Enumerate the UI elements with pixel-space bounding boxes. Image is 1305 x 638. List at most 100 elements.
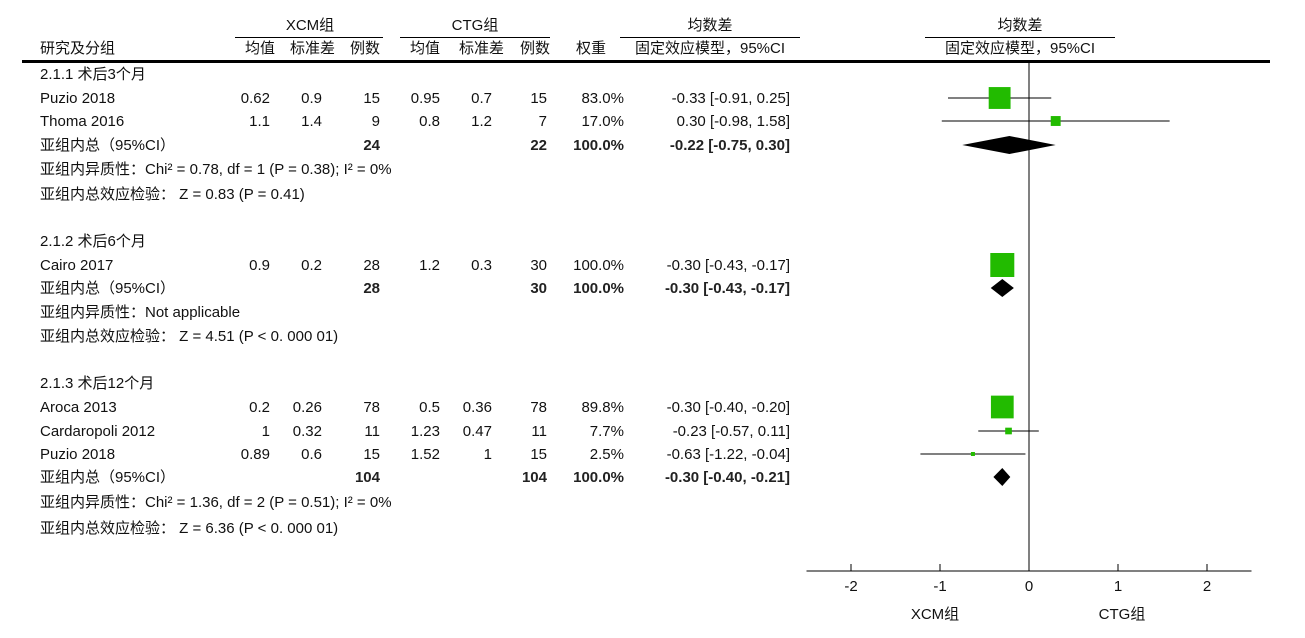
- mean-diff-ci: -0.30 [-0.40, -0.20]: [666, 399, 790, 416]
- plot-header-subtitle: 固定效应模型，95%CI: [944, 40, 1096, 57]
- study-name: Thoma 2016: [40, 113, 125, 130]
- x-tick-label: 1: [1114, 578, 1122, 595]
- ctg-header-underline: [400, 37, 550, 38]
- weight: 83.0%: [581, 90, 624, 107]
- subtotal-n2: 30: [530, 280, 547, 297]
- subtotal-weight: 100.0%: [573, 280, 624, 297]
- study-effect-square: [1005, 427, 1012, 435]
- study-effect-square: [988, 87, 1011, 109]
- col-weight: 权重: [575, 40, 606, 57]
- col-sd1: 标准差: [289, 40, 335, 57]
- mean2: 0.5: [419, 399, 440, 416]
- sd2: 0.7: [471, 90, 492, 107]
- sd1: 1.4: [301, 113, 322, 130]
- mean-diff-ci: -0.63 [-1.22, -0.04]: [666, 446, 790, 463]
- plot-header-underline: [925, 37, 1115, 38]
- sd2: 0.3: [471, 257, 492, 274]
- subtotal-ci: -0.30 [-0.40, -0.21]: [664, 469, 790, 486]
- mean-diff-ci: -0.30 [-0.43, -0.17]: [666, 257, 790, 274]
- col-mean2: 均值: [409, 40, 440, 57]
- mean2: 1.52: [410, 446, 440, 463]
- subtotal-diamond: [993, 468, 1011, 486]
- heterogeneity-text: 亚组内异质性：Not applicable: [40, 304, 241, 321]
- sd2: 1.2: [471, 113, 492, 130]
- header-rule: [22, 60, 1270, 63]
- x-label-left: XCM组: [911, 606, 959, 623]
- subtotal-n1: 28: [363, 280, 380, 297]
- subtotal-weight: 100.0%: [573, 469, 624, 486]
- n2: 15: [530, 446, 547, 463]
- subtotal-label: 亚组内总（95%CI）: [40, 137, 176, 154]
- n2: 78: [530, 399, 547, 416]
- mean1: 1.1: [249, 113, 270, 130]
- subtotal-n2: 22: [530, 137, 547, 154]
- study-name: Puzio 2018: [40, 446, 116, 463]
- n1: 28: [363, 257, 380, 274]
- subtotal-ci: -0.22 [-0.75, 0.30]: [669, 137, 790, 154]
- mean1: 0.62: [240, 90, 270, 107]
- col-study: 研究及分组: [40, 40, 116, 57]
- col-n2: 例数: [519, 40, 550, 57]
- study-effect-square: [970, 452, 975, 456]
- subtotal-diamond: [990, 279, 1014, 297]
- mean1: 1: [261, 423, 270, 440]
- study-effect-square: [990, 253, 1015, 277]
- subtotal-ci: -0.30 [-0.43, -0.17]: [664, 280, 790, 297]
- n2: 15: [530, 90, 547, 107]
- subtotal-n1: 24: [363, 137, 380, 154]
- mean-diff-ci: -0.23 [-0.57, 0.11]: [672, 423, 790, 440]
- sd1: 0.6: [301, 446, 322, 463]
- mean2: 0.8: [419, 113, 440, 130]
- effect-test-text: 亚组内总效应检验： Z = 4.51 (P < 0. 000 01): [40, 328, 339, 345]
- mean1: 0.2: [249, 399, 270, 416]
- subtotal-n2: 104: [521, 469, 547, 486]
- mean-diff-ci: -0.33 [-0.91, 0.25]: [671, 90, 790, 107]
- study-name: Aroca 2013: [40, 399, 117, 416]
- x-tick-label: 0: [1025, 578, 1033, 595]
- mean2: 0.95: [410, 90, 440, 107]
- sd2: 1: [483, 446, 492, 463]
- md-header-underline: [620, 37, 800, 38]
- n2: 30: [530, 257, 547, 274]
- md-header-title: 均数差: [687, 17, 733, 34]
- n2: 7: [538, 113, 547, 130]
- weight: 17.0%: [581, 113, 624, 130]
- subtotal-label: 亚组内总（95%CI）: [40, 469, 176, 486]
- mean2: 1.23: [410, 423, 440, 440]
- x-tick-label: 2: [1203, 578, 1211, 595]
- group-title: 2.1.1 术后3个月: [40, 66, 146, 83]
- mean-diff-ci: 0.30 [-0.98, 1.58]: [676, 113, 790, 130]
- weight: 7.7%: [589, 423, 624, 440]
- x-tick-label: -1: [933, 578, 946, 595]
- heterogeneity-text: 亚组内异质性：Chi² = 0.78, df = 1 (P = 0.38); I…: [40, 161, 392, 178]
- col-mean1: 均值: [244, 40, 275, 57]
- subtotal-diamond: [962, 136, 1056, 154]
- n1: 78: [363, 399, 380, 416]
- study-effect-square: [1050, 116, 1061, 126]
- study-effect-square: [990, 395, 1014, 419]
- effect-test-text: 亚组内总效应检验： Z = 6.36 (P < 0. 000 01): [40, 520, 339, 537]
- mean1: 0.9: [249, 257, 270, 274]
- weight: 2.5%: [589, 446, 624, 463]
- plot-header-title: 均数差: [997, 17, 1043, 34]
- subtotal-n1: 104: [354, 469, 380, 486]
- col-n1: 例数: [349, 40, 380, 57]
- effect-test-text: 亚组内总效应检验： Z = 0.83 (P = 0.41): [40, 186, 305, 203]
- xcm-group-header: XCM组: [285, 17, 335, 34]
- study-name: Cardaropoli 2012: [40, 423, 156, 440]
- group-title: 2.1.3 术后12个月: [40, 375, 155, 392]
- group-title: 2.1.2 术后6个月: [40, 233, 146, 250]
- x-label-right: CTG组: [1099, 606, 1146, 623]
- weight: 89.8%: [581, 399, 624, 416]
- subtotal-weight: 100.0%: [573, 137, 624, 154]
- sd2: 0.47: [462, 423, 492, 440]
- study-name: Cairo 2017: [40, 257, 114, 274]
- sd1: 0.26: [292, 399, 322, 416]
- subtotal-label: 亚组内总（95%CI）: [40, 280, 176, 297]
- x-tick-label: -2: [844, 578, 857, 595]
- weight: 100.0%: [573, 257, 624, 274]
- mean2: 1.2: [419, 257, 440, 274]
- n1: 15: [363, 90, 380, 107]
- study-name: Puzio 2018: [40, 90, 116, 107]
